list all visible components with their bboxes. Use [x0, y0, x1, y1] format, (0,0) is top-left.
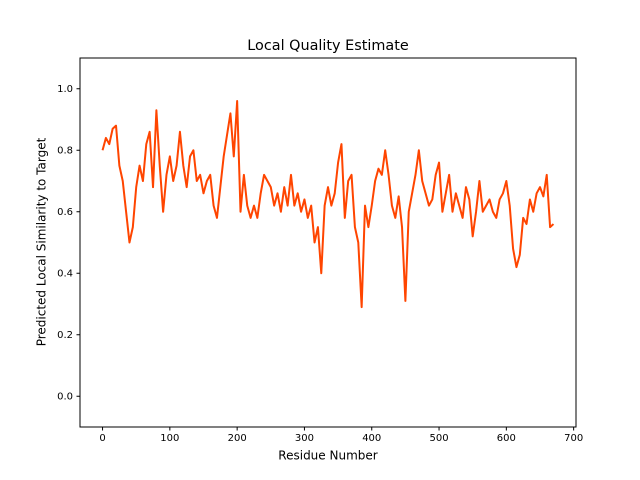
y-tick-label: 0.4: [57, 268, 73, 279]
chart-title: Local Quality Estimate: [247, 38, 409, 54]
x-tick-label: 0: [99, 433, 105, 444]
y-tick-label: 0.2: [57, 330, 73, 341]
x-tick-label: 700: [564, 433, 583, 444]
x-tick-label: 500: [429, 433, 448, 444]
x-axis-label: Residue Number: [278, 449, 377, 463]
x-tick-label: 100: [160, 433, 179, 444]
y-tick-label: 0.8: [57, 145, 73, 156]
y-tick-label: 0.0: [57, 391, 73, 402]
x-tick-label: 400: [362, 433, 381, 444]
y-tick-label: 0.6: [57, 207, 73, 218]
x-tick-label: 600: [497, 433, 516, 444]
data-line: [101, 100, 555, 309]
y-axis-label: Predicted Local Similarity to Target: [35, 137, 49, 346]
x-tick-label: 200: [228, 433, 247, 444]
plot-frame: [79, 57, 577, 428]
x-tick-label: 300: [295, 433, 314, 444]
y-tick-label: 1.0: [57, 84, 73, 95]
